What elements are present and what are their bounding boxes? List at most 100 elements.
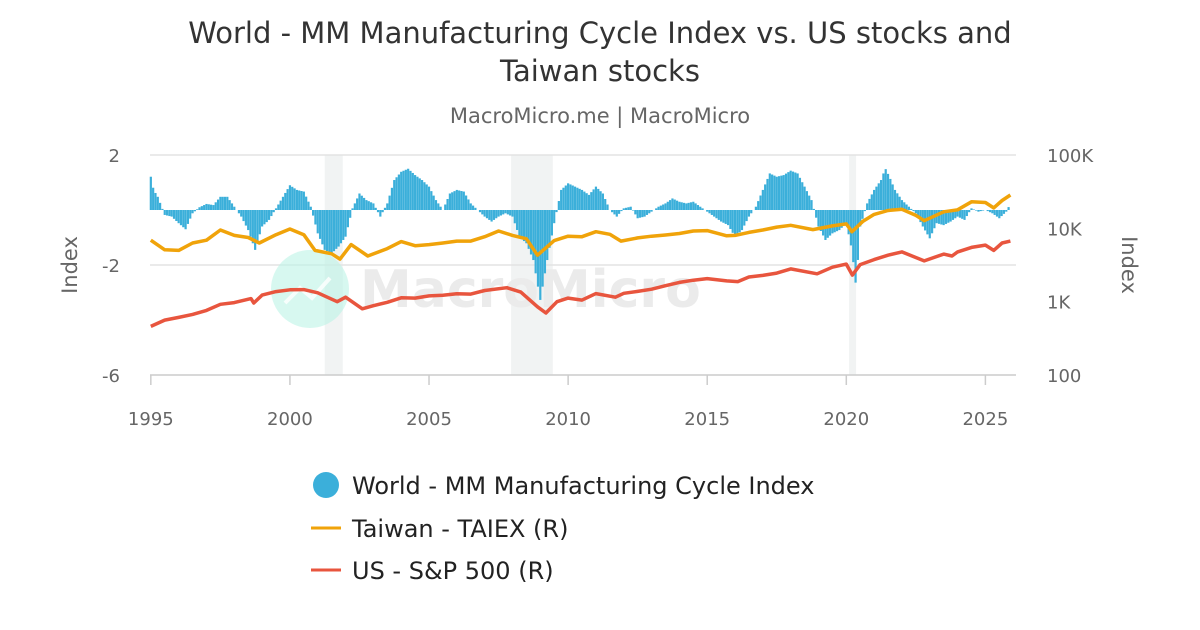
index-bar [622,208,625,210]
index-bar [861,210,864,219]
index-bar [587,194,591,210]
index-bar [801,182,804,210]
index-bar [314,210,317,225]
index-bar [893,189,897,210]
index-bar [991,210,994,214]
index-bar [791,171,795,210]
index-bar [866,203,869,210]
index-bar [458,190,461,210]
index-bar [249,210,252,237]
chart-title-line2: Taiwan stocks [499,54,700,88]
index-bar [854,210,857,283]
index-bar [907,206,910,210]
index-bar [388,195,391,210]
index-bar [879,180,883,210]
index-bar [826,210,829,238]
index-bar [573,186,577,210]
index-bar [675,200,679,210]
index-bar [469,203,472,210]
index-bar [875,186,878,210]
index-bar [678,201,681,210]
right-tick-label: 100K [1047,146,1094,167]
index-bar [258,210,261,235]
legend-item-manufacturing-index[interactable]: World - MM Manufacturing Cycle Index [313,472,814,500]
index-bar [360,195,363,210]
index-bar [247,210,250,231]
index-bar [154,192,157,210]
index-bar [277,204,280,210]
index-bar [937,210,941,224]
index-bar [527,210,530,249]
index-bar [972,209,975,210]
index-bar [643,210,646,217]
index-bar [529,210,533,255]
index-bar [740,210,744,231]
index-bar [444,204,447,210]
index-bar [650,210,653,212]
index-bar [446,199,449,210]
index-bar [536,210,540,287]
legend: World - MM Manufacturing Cycle Index Tai… [311,472,814,585]
index-bar [773,175,776,210]
index-bar [462,191,465,210]
index-bar [620,210,623,212]
index-bar [845,210,848,224]
index-bar [376,210,380,213]
sp500-line [150,239,1011,328]
index-bar [541,210,544,287]
index-bar [407,168,410,210]
index-bar [930,210,934,234]
index-bar [564,185,567,210]
index-bar [309,206,312,210]
x-tick-label: 2010 [545,409,591,430]
index-bar [205,203,208,210]
index-bar [349,210,352,218]
index-bar [824,210,827,240]
index-bar [613,210,616,215]
index-bar [822,210,825,236]
index-bar [662,204,665,210]
legend-item-taiex[interactable]: Taiwan - TAIEX (R) [311,515,568,543]
index-bar [562,187,565,210]
index-bar [291,186,294,210]
index-bar [284,192,287,210]
index-bar [900,200,904,210]
index-bar [344,210,347,237]
right-axis-ticks: 100K 10K 1K 100 [1047,146,1094,387]
right-tick-label: 1K [1047,293,1071,314]
index-bar [221,196,224,210]
index-bar [548,210,551,248]
index-bar [817,210,820,227]
index-bar [553,210,556,224]
index-bar [794,172,797,210]
index-bar [963,210,966,220]
legend-item-sp500[interactable]: US - S&P 500 (R) [311,557,554,585]
index-bar [332,210,336,252]
legend-marker-circle [313,472,339,498]
index-bar [601,193,604,210]
index-bar [427,186,431,210]
index-bar [474,207,477,210]
left-axis-title: Index [58,236,82,294]
index-bar [631,210,635,211]
watermark-logo-mark [283,276,332,305]
index-bar [265,210,268,223]
index-bar [356,198,359,210]
index-bar [634,210,637,215]
index-bar [513,210,516,224]
index-bar [177,210,180,224]
index-bar [509,210,512,216]
index-bar [358,193,361,210]
index-bar [870,194,873,210]
index-bar [337,210,340,247]
index-bar [242,210,245,222]
index-bar [393,180,396,210]
index-bar [325,210,329,252]
index-bar [842,210,846,226]
index-bar [395,177,398,210]
index-bar [914,210,917,214]
index-bar [954,210,957,219]
index-bar [815,210,818,218]
index-bar [543,210,547,274]
index-bar [369,202,373,210]
